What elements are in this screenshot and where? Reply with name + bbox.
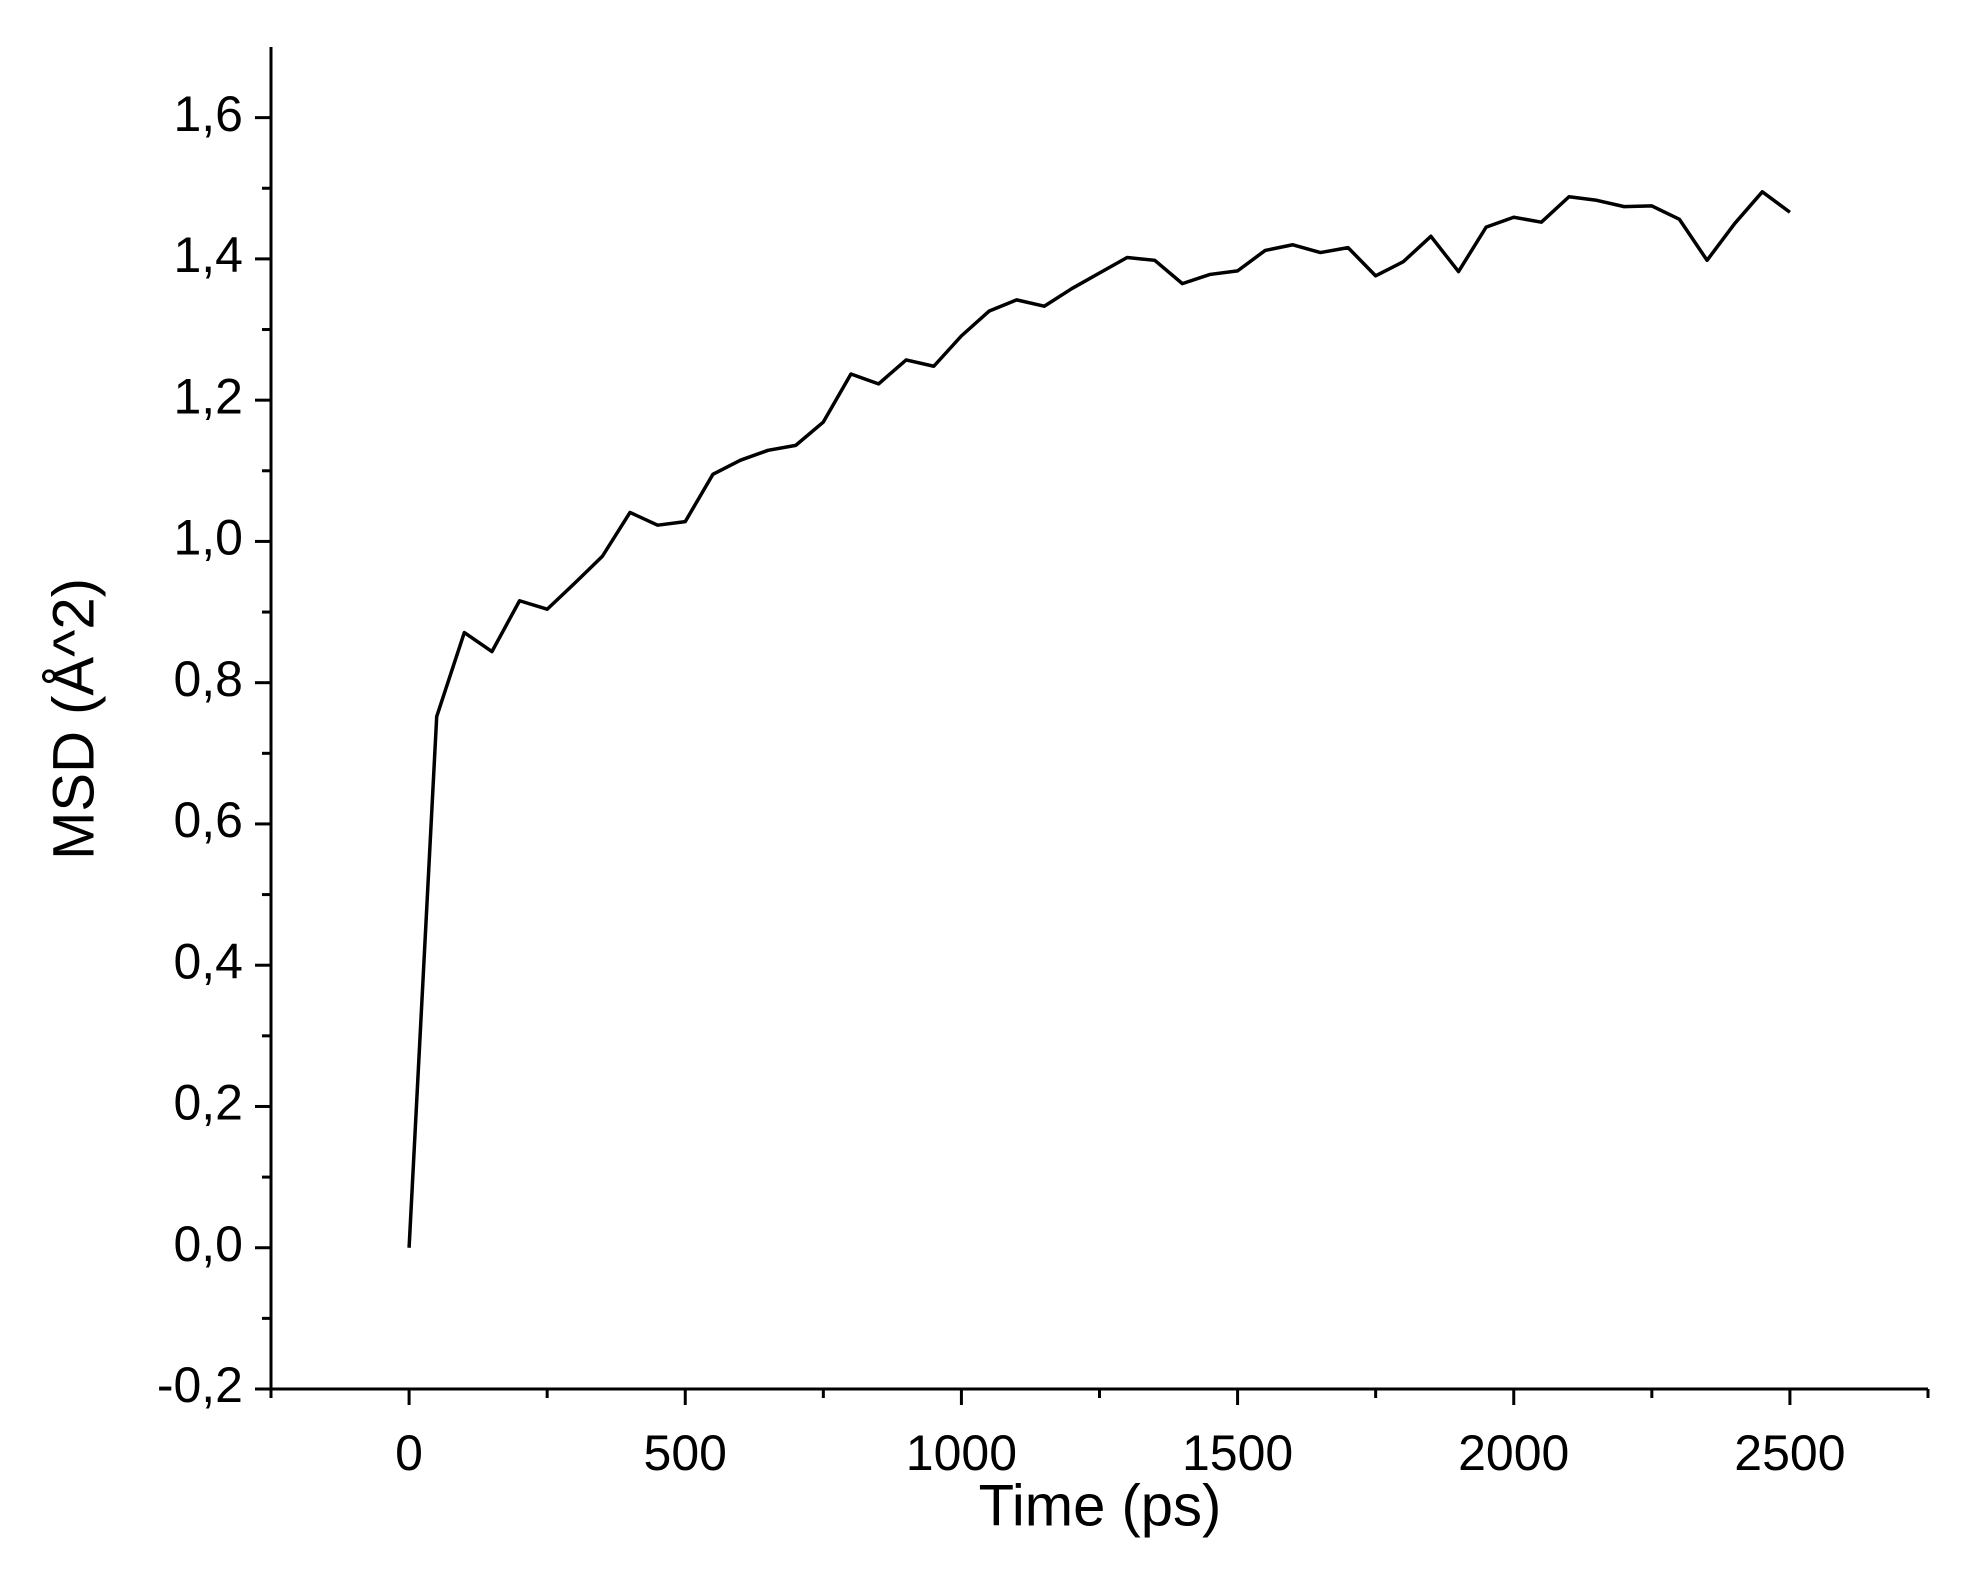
y-tick-label: 1,4 [173, 227, 243, 283]
y-tick-label: 0,2 [173, 1075, 243, 1131]
x-tick-label: 1500 [1182, 1425, 1293, 1481]
y-tick-label: 1,2 [173, 368, 243, 424]
y-tick-label: 0,0 [173, 1216, 243, 1272]
y-tick-label: 0,4 [173, 933, 243, 989]
x-tick-label: 2000 [1458, 1425, 1569, 1481]
y-tick-label: 0,8 [173, 651, 243, 707]
x-tick-label: 500 [644, 1425, 727, 1481]
y-tick-label: 0,6 [173, 792, 243, 848]
x-tick-label: 2500 [1734, 1425, 1845, 1481]
y-tick-label: -0,2 [157, 1357, 243, 1413]
data-line [407, 190, 1791, 1248]
y-tick-label: 1,0 [173, 510, 243, 566]
x-axis-title: Time (ps) [979, 1473, 1222, 1538]
y-axis-title: MSD (Å^2) [41, 578, 106, 860]
x-tick-label: 0 [395, 1425, 423, 1481]
x-tick-label: 1000 [906, 1425, 1017, 1481]
y-tick-label: 1,6 [173, 86, 243, 142]
